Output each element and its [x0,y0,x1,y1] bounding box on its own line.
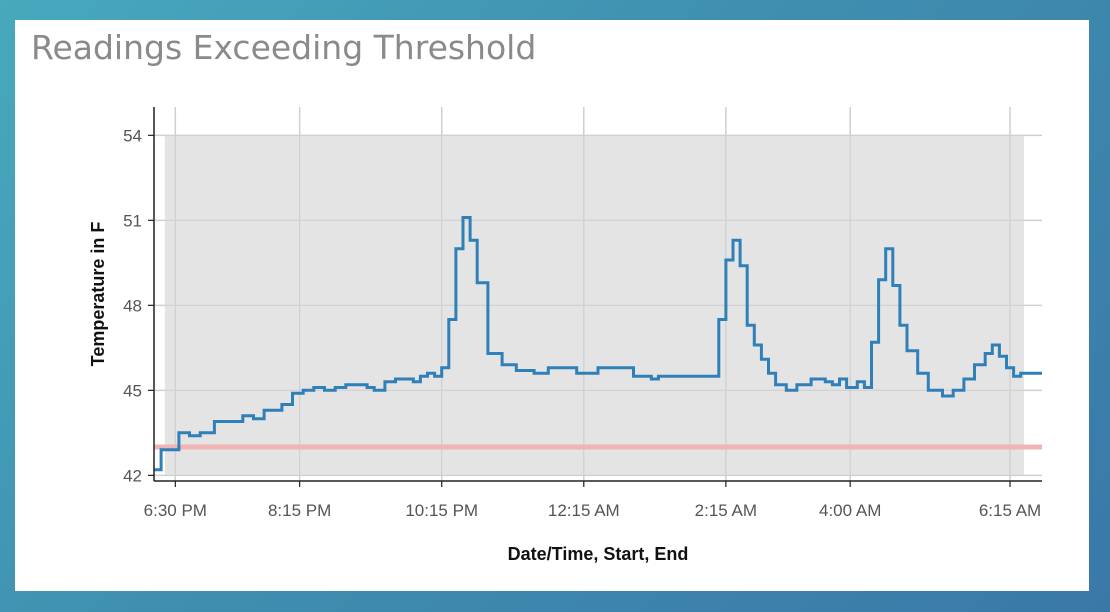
y-axis-ticks: 42 45 48 51 54 [123,126,154,485]
axes [153,107,1042,482]
x-tick-label: 10:15 PM [405,501,478,520]
grid-overlay [154,107,1042,481]
line-chart: 6:30 PM 8:15 PM 10:15 PM 12:15 AM 2:15 AM 4:0… [88,107,1042,564]
chart-panel: Readings Exceeding Threshold 6:30 PM 8:15… [15,20,1089,591]
temperature-series-line [154,216,1042,472]
y-tick-label: 51 [123,211,142,230]
chart-title: Readings Exceeding Threshold [31,28,537,67]
x-tick-label: 4:00 AM [819,501,881,520]
x-tick-label: 2:15 AM [695,501,757,520]
x-tick-label: 6:30 PM [144,501,207,520]
x-tick-label: 6:15 AM [979,501,1041,520]
y-tick-label: 45 [123,381,142,400]
y-tick-label: 42 [123,466,142,485]
y-tick-label: 54 [123,126,142,145]
x-tick-label: 12:15 AM [548,501,620,520]
y-axis-title: Temperature in F [88,222,108,367]
x-axis-ticks: 6:30 PM 8:15 PM 10:15 PM 12:15 AM 2:15 AM 4:0… [144,481,1041,520]
x-axis-title: Date/Time, Start, End [508,544,689,564]
y-tick-label: 48 [123,296,142,315]
x-tick-label: 8:15 PM [268,501,331,520]
